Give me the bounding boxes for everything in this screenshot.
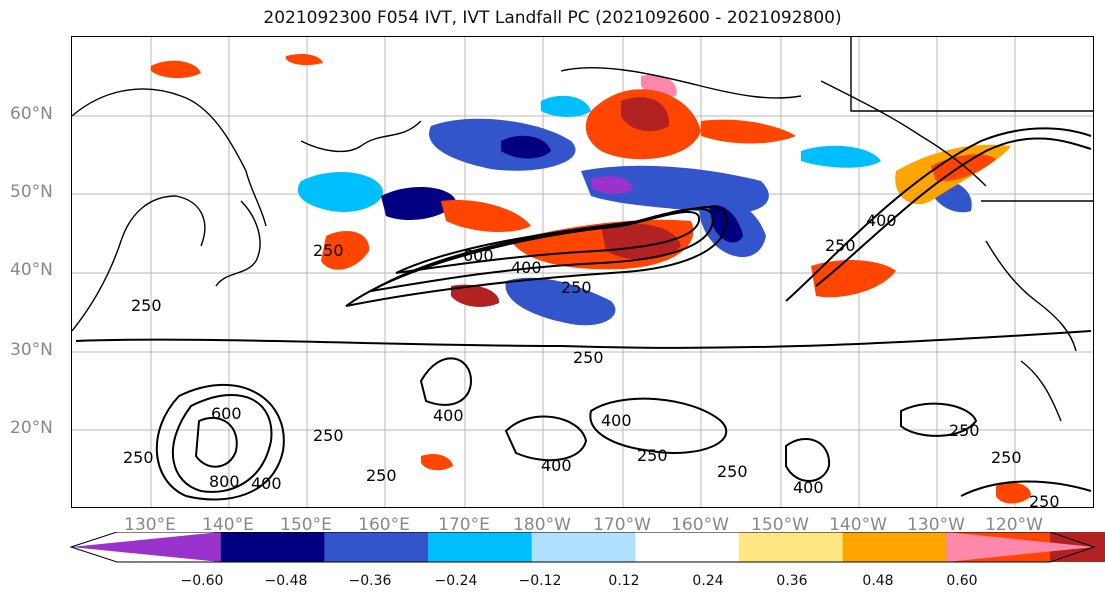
contour-label-250: 250 (561, 278, 592, 297)
contour-label-250: 250 (366, 466, 397, 485)
contour-label-250: 250 (637, 446, 668, 465)
colorbar-tick: 0.48 (862, 573, 894, 589)
colorbar-segment (531, 532, 636, 562)
contour-label-400: 400 (601, 411, 632, 430)
lon-label-170w: 170°W (593, 515, 651, 535)
contour-label-800: 800 (209, 472, 240, 491)
lon-label-130w: 130°W (907, 515, 965, 535)
map-title: 2021092300 F054 IVT, IVT Landfall PC (20… (263, 8, 842, 28)
colorbar-tick: −0.12 (518, 573, 562, 589)
contour-label-400: 400 (511, 258, 542, 277)
colorbar-segment (739, 532, 844, 562)
contour-label-400: 400 (541, 456, 572, 475)
colorbar-tick: −0.48 (264, 573, 308, 589)
colorbar (69, 532, 1105, 563)
colorbar-segment (428, 532, 533, 562)
colorbar-tick: −0.60 (180, 573, 224, 589)
lon-label-150w: 150°W (751, 515, 809, 535)
contour-label-250: 250 (949, 421, 980, 440)
negative-pc-shading (297, 74, 972, 326)
colorbar-segment (220, 532, 325, 562)
colorbar-segment (946, 532, 1094, 562)
colorbar-outline (69, 532, 1096, 563)
lon-label-140w: 140°W (829, 515, 887, 535)
colorbar-tick: 0.12 (608, 573, 640, 589)
contour-label-400: 400 (866, 211, 897, 230)
contour-label-400: 400 (793, 478, 824, 497)
contour-label-250: 250 (123, 448, 154, 467)
lat-label-50n: 50°N (10, 182, 53, 202)
contour-label-250: 250 (717, 462, 748, 481)
coastlines (72, 37, 1093, 422)
colorbar-segment (71, 532, 221, 562)
colorbar-tick: 0.36 (776, 573, 808, 589)
lon-label-160e: 160°E (358, 515, 410, 535)
lon-label-180w: 180°W (513, 515, 571, 535)
lon-label-150e: 150°E (280, 515, 332, 535)
colorbar-tick: −0.36 (348, 573, 392, 589)
ivt-contours (75, 127, 1092, 501)
colorbar-segment (635, 532, 740, 562)
lat-label-40n: 40°N (10, 260, 53, 280)
contour-label-600: 600 (463, 246, 494, 265)
lat-label-60n: 60°N (10, 104, 53, 124)
colorbar-segments (71, 532, 1105, 562)
contour-label-250: 250 (825, 236, 856, 255)
contour-label-600: 600 (211, 404, 242, 423)
colorbar-tick: 0.24 (692, 573, 724, 589)
lon-label-130e: 130°E (124, 515, 176, 535)
map-canvas: 600 400 250 250 600 400 250 250 400 400 … (72, 37, 1093, 508)
lon-label-140e: 140°E (202, 515, 254, 535)
lon-label-170e: 170°E (438, 515, 490, 535)
lon-label-160w: 160°W (671, 515, 729, 535)
colorbar-tick: −0.24 (434, 573, 478, 589)
colorbar-segment (842, 532, 947, 562)
contour-labels: 600 400 250 250 600 400 250 250 400 400 … (123, 211, 1060, 508)
contour-label-400: 400 (251, 474, 282, 493)
colorbar-tick: 0.60 (946, 573, 978, 589)
contour-label-250: 250 (313, 241, 344, 260)
lon-label-120w: 120°W (985, 515, 1043, 535)
contour-label-250: 250 (991, 448, 1022, 467)
contour-label-250: 250 (131, 296, 162, 315)
map-panel: 600 400 250 250 600 400 250 250 400 400 … (71, 36, 1094, 508)
contour-label-250: 250 (573, 348, 604, 367)
lat-label-30n: 30°N (10, 340, 53, 360)
contour-label-400: 400 (433, 406, 464, 425)
lat-label-20n: 20°N (10, 418, 53, 438)
contour-label-250: 250 (313, 426, 344, 445)
contour-label-250: 250 (1029, 492, 1060, 508)
colorbar-segment (324, 532, 429, 562)
